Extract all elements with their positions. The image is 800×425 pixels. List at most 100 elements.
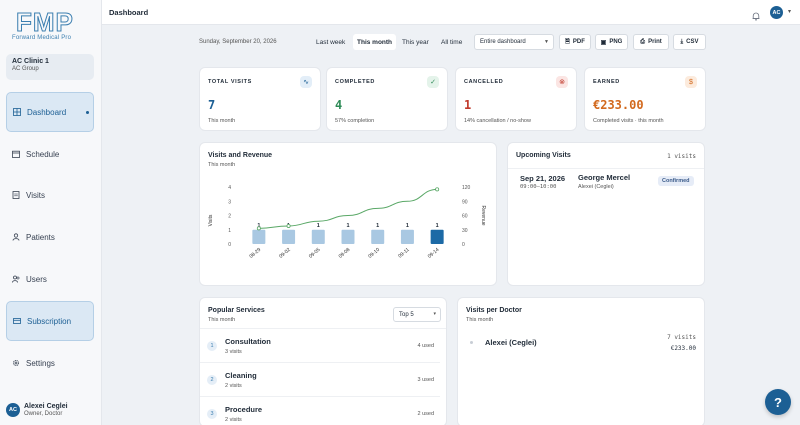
kpi-value: 4: [335, 98, 343, 112]
upcoming-visit-row[interactable]: Sep 21, 2026 09:00–10:00 George Mercel A…: [508, 169, 704, 199]
svg-text:FMP: FMP: [16, 10, 74, 34]
service-visits: 2 visits: [225, 383, 242, 389]
service-name: Procedure: [225, 405, 263, 414]
export-csv-button[interactable]: ⤓ CSV: [673, 34, 706, 50]
bar-data-label: 1: [257, 223, 260, 229]
bar-data-label: 1: [317, 223, 320, 229]
print-button[interactable]: ⎙ Print: [633, 34, 669, 50]
service-name: Cleaning: [225, 371, 257, 380]
printer-icon: ⎙: [640, 38, 646, 45]
y-right-tick-label: 90: [462, 199, 468, 205]
kpi-earned: EARNED $ €233.00 Completed visits · this…: [584, 67, 706, 131]
sidebar-item-users[interactable]: Users: [6, 259, 94, 299]
visits-revenue-chart: 0 1 2 3 4 0 30 60 90 120 Visits Revenue 1 08-29 1 09-02…: [208, 185, 486, 260]
dashboard-scope-select[interactable]: Entire dashboard ▼: [474, 34, 554, 50]
export-png-button[interactable]: ▣ PNG: [595, 34, 628, 50]
revenue-point: [435, 187, 440, 192]
users-icon: [12, 275, 20, 283]
range-this-year[interactable]: This year: [402, 38, 429, 46]
select-value: Top 5: [399, 311, 414, 318]
visit-time: 09:00–10:00: [520, 184, 557, 190]
x-circle-icon: ⊗: [556, 76, 568, 88]
active-indicator: [86, 111, 89, 114]
card-title: Visits per Doctor: [466, 307, 522, 314]
visit-count: 1 visits: [667, 153, 696, 160]
bar: [341, 229, 355, 244]
service-used: 2 used: [417, 411, 434, 417]
user-profile[interactable]: AC Alexei Ceglei Owner, Doctor: [6, 398, 98, 422]
x-tick-label: 09-14: [427, 247, 441, 260]
bar-data-label: 1: [376, 223, 379, 229]
chevron-down-icon: ▾: [433, 311, 436, 317]
clinic-group: AC Group: [12, 66, 39, 72]
bar: [311, 229, 325, 244]
clinic-name: AC Clinic 1: [12, 58, 49, 65]
card-title: Upcoming Visits: [516, 152, 571, 159]
avatar[interactable]: AC: [770, 6, 783, 19]
service-row[interactable]: 1 Consultation 3 visits 4 used: [200, 329, 440, 363]
sidebar-item-subscription[interactable]: Subscription: [6, 301, 94, 341]
person-icon: [12, 233, 20, 241]
revenue-point: [286, 223, 291, 228]
sidebar-item-label: Settings: [26, 358, 55, 368]
patient-name: George Mercel: [578, 173, 631, 182]
revenue-point: [256, 226, 261, 231]
user-role: Owner, Doctor: [24, 411, 63, 417]
doctor-visits: 7 visits: [667, 334, 696, 341]
document-icon: [12, 191, 20, 199]
kpi-completed: COMPLETED ✓ 4 57% completion: [326, 67, 448, 131]
x-tick-label: 09-05: [308, 247, 322, 260]
button-label: CSV: [686, 39, 699, 45]
select-value: Entire dashboard: [480, 39, 526, 45]
topbar: Dashboard AC ▾: [102, 0, 800, 25]
kpi-label: COMPLETED: [335, 79, 375, 85]
range-this-month[interactable]: This month: [353, 34, 397, 50]
y-tick-label: 2: [228, 214, 231, 220]
sidebar: FMP Forward Medical Pro AC Clinic 1 AC G…: [0, 0, 102, 425]
button-label: PDF: [572, 39, 585, 45]
range-last-week[interactable]: Last week: [316, 38, 346, 46]
rank-badge: 3: [207, 409, 217, 419]
export-pdf-button[interactable]: 🗎 PDF: [559, 34, 591, 50]
bar-data-label: 1: [346, 223, 349, 229]
sidebar-item-label: Subscription: [27, 316, 72, 326]
chevron-down-icon[interactable]: ▾: [788, 9, 792, 15]
divider: [508, 168, 704, 169]
sidebar-item-patients[interactable]: Patients: [6, 217, 94, 257]
top-n-select[interactable]: Top 5 ▾: [393, 307, 441, 322]
bar: [371, 229, 385, 244]
bar: [430, 229, 444, 244]
sidebar-item-schedule[interactable]: Schedule: [6, 134, 94, 174]
y-right-tick-label: 120: [462, 185, 471, 191]
bar-data-label: 1: [406, 223, 409, 229]
page-title: Dashboard: [109, 8, 149, 17]
x-tick-label: 09-11: [397, 247, 411, 260]
popular-services-card: Popular Services This month Top 5 ▾ 1 Co…: [199, 297, 447, 425]
service-visits: 3 visits: [225, 349, 242, 355]
clinic-switcher[interactable]: AC Clinic 1 AC Group: [6, 54, 94, 80]
range-all-time[interactable]: All time: [441, 38, 463, 46]
service-row[interactable]: 2 Cleaning 2 visits 3 used: [200, 363, 440, 397]
sidebar-item-visits[interactable]: Visits: [6, 175, 94, 215]
bell-icon[interactable]: [752, 8, 760, 26]
service-row[interactable]: 3 Procedure 2 visits 2 used: [200, 397, 440, 425]
y-right-tick-label: 30: [462, 228, 468, 234]
doctor-row[interactable]: Alexei (Ceglei) 7 visits €233.00: [458, 328, 704, 358]
sidebar-item-settings[interactable]: Settings: [6, 343, 94, 383]
dollar-icon: $: [685, 76, 697, 88]
card-icon: [13, 317, 21, 325]
sidebar-item-dashboard[interactable]: Dashboard: [6, 92, 94, 132]
status-badge: Confirmed: [658, 176, 694, 186]
y-axis-label: Visits: [208, 214, 214, 226]
bar-data-label: 1: [436, 223, 439, 229]
service-name: Consultation: [225, 337, 271, 346]
visit-date: Sep 21, 2026: [520, 174, 566, 183]
sidebar-item-label: Users: [26, 274, 47, 284]
x-tick-label: 09-08: [338, 247, 352, 260]
sidebar-item-label: Patients: [26, 232, 55, 242]
y-tick-label: 1: [228, 228, 231, 234]
x-tick-label: 09-02: [278, 247, 292, 260]
help-button[interactable]: ?: [765, 389, 791, 415]
x-tick-label: 09-10: [367, 247, 381, 260]
rank-badge: 2: [207, 375, 217, 385]
